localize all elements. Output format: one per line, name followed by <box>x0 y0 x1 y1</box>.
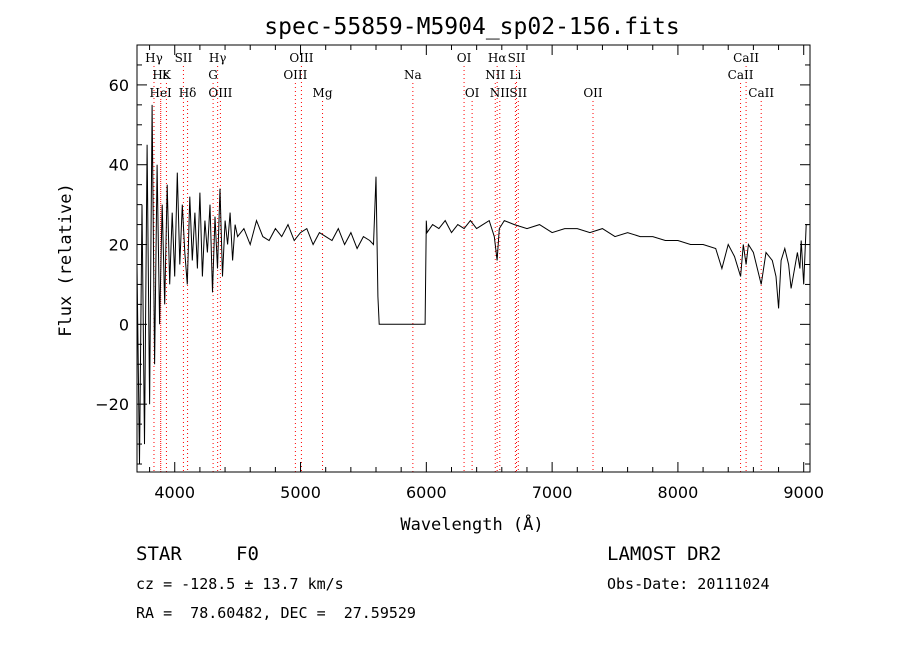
survey-name: LAMOST DR2 <box>607 543 722 565</box>
x-tick-label-2: 6000 <box>406 483 447 502</box>
spectrum-line-0 <box>136 104 809 465</box>
x-tick-label-5: 9000 <box>783 483 824 502</box>
line-label-23: CaII <box>728 68 754 82</box>
line-label-11: Mg <box>313 86 333 100</box>
line-label-12: Na <box>404 68 422 82</box>
y-tick-label-2: 20 <box>109 236 129 255</box>
line-label-20: SII <box>509 86 527 100</box>
plot-frame <box>136 44 811 473</box>
y-tick-label-3: 40 <box>109 156 129 175</box>
y-axis-label: Flux (relative) <box>56 183 76 337</box>
x-axis-label: Wavelength (Å) <box>400 513 543 535</box>
line-label-19: Li <box>509 68 521 82</box>
y-tick-label-1: 0 <box>119 315 129 334</box>
line-label-0: Hγ <box>145 51 163 65</box>
line-label-3: K <box>162 68 172 82</box>
line-label-2: HeI <box>149 86 172 100</box>
line-label-21: OII <box>583 86 603 100</box>
line-label-10: OIII <box>283 68 307 82</box>
line-label-1: Hε <box>152 68 169 82</box>
line-label-7: G <box>208 68 218 82</box>
spectrum-series <box>136 104 809 465</box>
line-label-13: OI <box>457 51 472 65</box>
line-label-17: NII <box>490 86 510 100</box>
redshift-readout: cz = -128.5 ± 13.7 km/s <box>136 575 344 593</box>
line-label-18: SII <box>508 51 526 65</box>
object-class: STAR <box>136 543 182 565</box>
x-tick-label-3: 7000 <box>532 483 573 502</box>
line-label-6: Hγ <box>209 51 227 65</box>
line-label-14: OI <box>465 86 480 100</box>
x-axis: 4000 5000 6000 7000 8000 9000 <box>149 45 824 502</box>
line-label-22: CaII <box>733 51 759 65</box>
y-tick-label-0: −20 <box>95 395 129 414</box>
line-label-9: OIII <box>289 51 313 65</box>
coordinates: RA = 78.60482, DEC = 27.59529 <box>136 604 416 622</box>
line-label-4: SII <box>175 51 193 65</box>
line-label-15: Hα <box>488 51 507 65</box>
x-tick-label-4: 8000 <box>658 483 699 502</box>
line-label-24: CaII <box>748 86 774 100</box>
line-label-5: Hδ <box>179 86 197 100</box>
x-tick-label-1: 5000 <box>280 483 321 502</box>
chart-title: spec-55859-M5904_sp02-156.fits <box>264 14 679 40</box>
object-subclass: F0 <box>236 543 259 565</box>
x-tick-label-0: 4000 <box>154 483 195 502</box>
line-label-8: OIII <box>208 86 232 100</box>
line-label-16: NII <box>485 68 505 82</box>
y-axis: −20 0 20 40 60 <box>95 64 810 465</box>
obs-date: Obs-Date: 20111024 <box>607 575 770 593</box>
y-tick-label-4: 60 <box>109 76 129 95</box>
spectral-line-markers: HγHεHeIKSIIHδHγGOIIIOIIIOIIIMgNaOIOIHαNI… <box>145 51 774 472</box>
